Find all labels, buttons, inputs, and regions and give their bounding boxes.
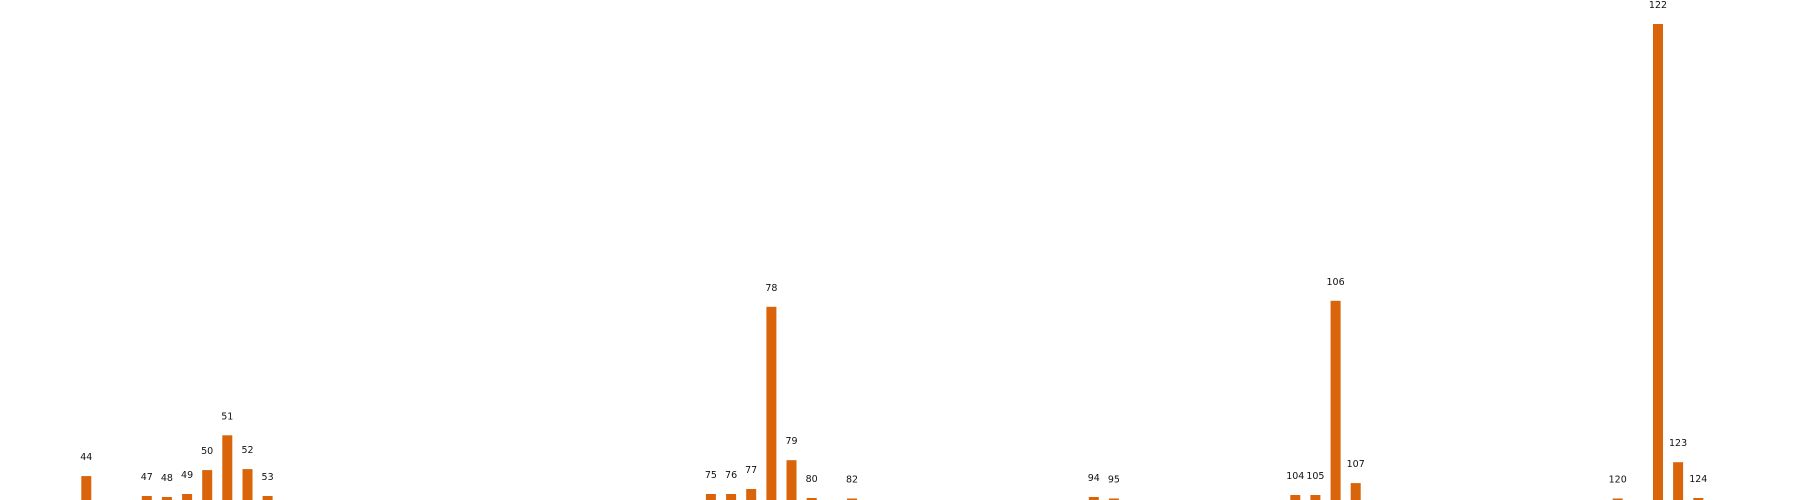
bar-label-77: 77 [745,465,757,476]
bar-49 [182,494,193,500]
bar-52 [242,469,253,500]
bar-label-79: 79 [785,436,797,447]
bar-label-122: 122 [1649,0,1667,11]
bar-label-105: 105 [1306,471,1324,482]
bar-label-107: 107 [1347,459,1365,470]
bar-47 [141,496,152,500]
bar-label-52: 52 [241,445,253,456]
bar-50 [202,470,213,500]
bar-label-49: 49 [181,470,193,481]
bar-122 [1653,24,1663,500]
bar-105 [1310,495,1321,500]
bar-label-78: 78 [765,283,777,294]
bar-label-80: 80 [806,474,818,485]
bar-label-48: 48 [161,473,173,484]
bar-104 [1290,495,1301,500]
bar-label-94: 94 [1088,473,1100,484]
bar-label-50: 50 [201,446,213,457]
bar-51 [222,435,233,500]
bar-label-44: 44 [80,452,92,463]
bar-106 [1330,300,1341,500]
bar-95 [1108,498,1119,500]
bar-label-82: 82 [846,475,858,486]
bar-79 [786,460,797,500]
bar-75 [705,494,716,500]
bar-107 [1350,483,1361,500]
bar-82 [847,498,857,500]
bar-label-51: 51 [221,411,233,422]
bar-label-106: 106 [1327,277,1345,288]
bar-80 [806,498,817,500]
bar-label-53: 53 [262,472,274,483]
bar-94 [1088,497,1099,500]
bar-124 [1693,498,1704,500]
bar-label-95: 95 [1108,475,1120,486]
bar-44 [81,476,92,500]
bar-53 [262,496,273,500]
bar-label-104: 104 [1286,471,1304,482]
bar-label-75: 75 [705,470,717,481]
bar-label-120: 120 [1609,475,1627,486]
bar-label-124: 124 [1689,474,1707,485]
bar-77 [746,489,757,500]
bar-120 [1612,498,1623,500]
bar-48 [161,497,172,500]
bar-76 [726,494,737,500]
bar-label-76: 76 [725,470,737,481]
bar-label-123: 123 [1669,438,1687,449]
bar-label-47: 47 [141,472,153,483]
bar-123 [1673,462,1684,500]
bar-78 [766,306,777,500]
